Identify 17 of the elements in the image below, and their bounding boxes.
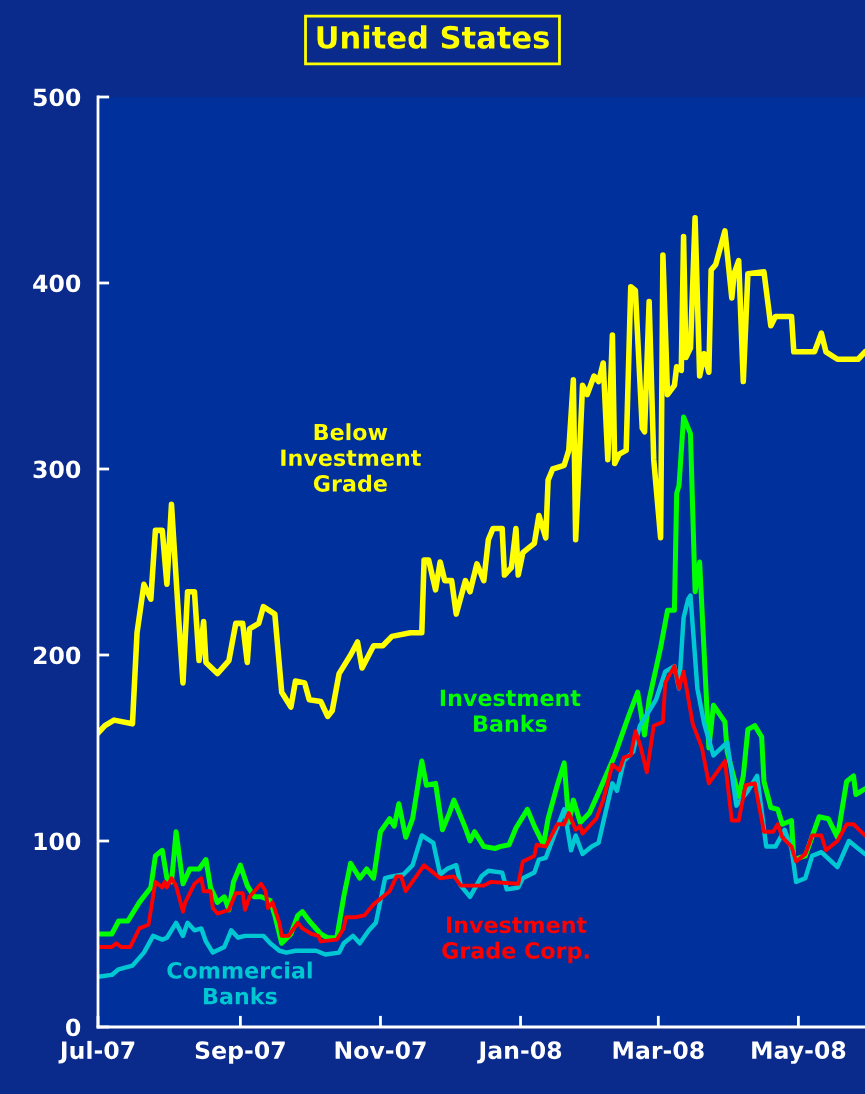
x-tick-label: May-08 (752, 1041, 846, 1064)
y-tick-label: 0 (66, 1018, 81, 1037)
series-label: Investment Banks (440, 689, 581, 732)
x-tick-label: Mar-08 (613, 1041, 704, 1060)
chart-title: United States (317, 25, 549, 49)
x-tick-label: Sep-07 (195, 1041, 285, 1064)
series-label: Investment Grade Corp. (442, 916, 589, 964)
x-tick-label: Nov-07 (335, 1041, 426, 1060)
y-tick-label: 300 (33, 460, 81, 479)
y-tick-label: 400 (33, 274, 81, 293)
y-tick-label: 100 (34, 832, 81, 851)
text: Below Investment Grade (281, 423, 421, 492)
y-tick-label: 500 (33, 88, 81, 107)
series-label: Commercial Banks (167, 961, 312, 1005)
x-tick-label: Jan-08 (477, 1041, 562, 1064)
y-tick-label: 200 (33, 646, 81, 665)
x-tick-label: Jul-07 (58, 1040, 135, 1064)
